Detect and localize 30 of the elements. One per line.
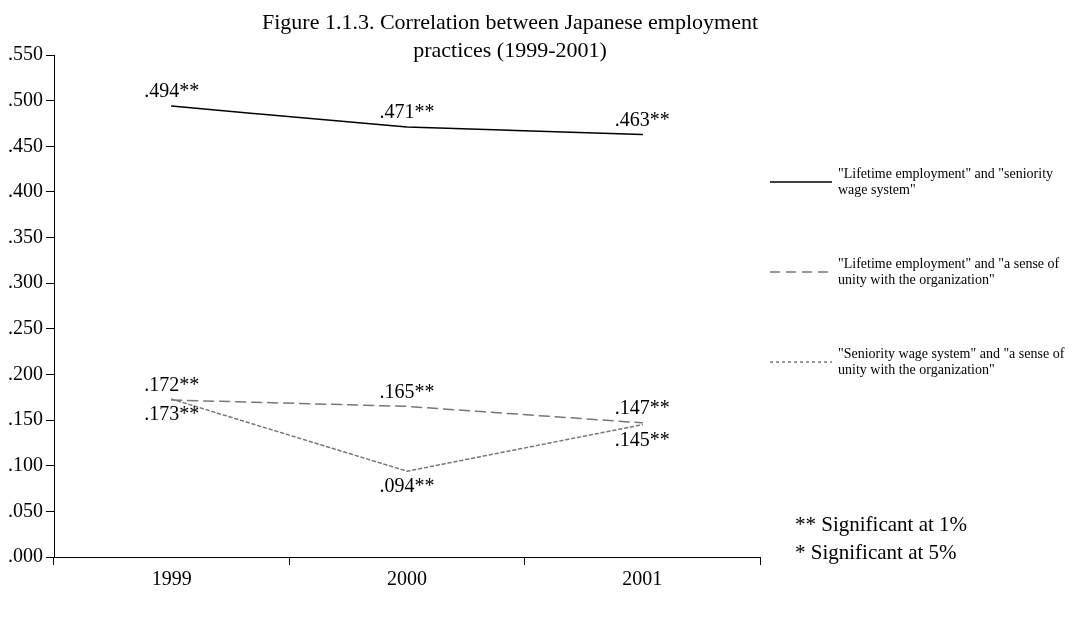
y-tick-label: .500 [8,87,43,110]
data-label: .494** [144,79,200,102]
data-label: .173** [144,402,200,425]
legend-label: "Lifetime employment" and "a sense of unity with the organization" [838,256,1061,288]
data-label: .147** [614,396,670,419]
y-tick-label: .000 [8,544,43,567]
data-label: .463** [614,107,670,130]
y-tick-label: .100 [8,452,43,475]
y-tick-label: .150 [8,407,43,430]
legend-label: "Lifetime employment" and "seniority wage system" [838,166,1055,198]
chart-title: Figure 1.1.3. Correlation between Japanese employment practices (1999-2001) [260,8,760,64]
data-label: .145** [614,427,670,450]
data-label: .172** [144,373,200,396]
y-tick-label: .450 [8,133,43,156]
data-label: .471** [379,100,435,123]
x-tick-label: 2001 [622,567,663,590]
y-tick-label: .350 [8,224,43,247]
y-tick-label: .300 [8,270,43,293]
y-tick-label: .050 [8,498,43,521]
y-tick-label: .550 [8,42,43,65]
y-tick-label: .250 [8,316,43,339]
data-label: .094** [379,474,435,497]
data-label: .165** [379,379,435,402]
legend-label: "Seniority wage system" and "a sense of unity with the organization" [838,346,1066,378]
x-tick-label: 1999 [151,567,192,590]
text: ** Significant at 1% [795,511,968,538]
text: * Significant at 5% [795,539,958,566]
y-tick-label: .200 [8,361,43,384]
x-tick-label: 2000 [387,567,427,590]
y-tick-label: .400 [8,179,43,202]
